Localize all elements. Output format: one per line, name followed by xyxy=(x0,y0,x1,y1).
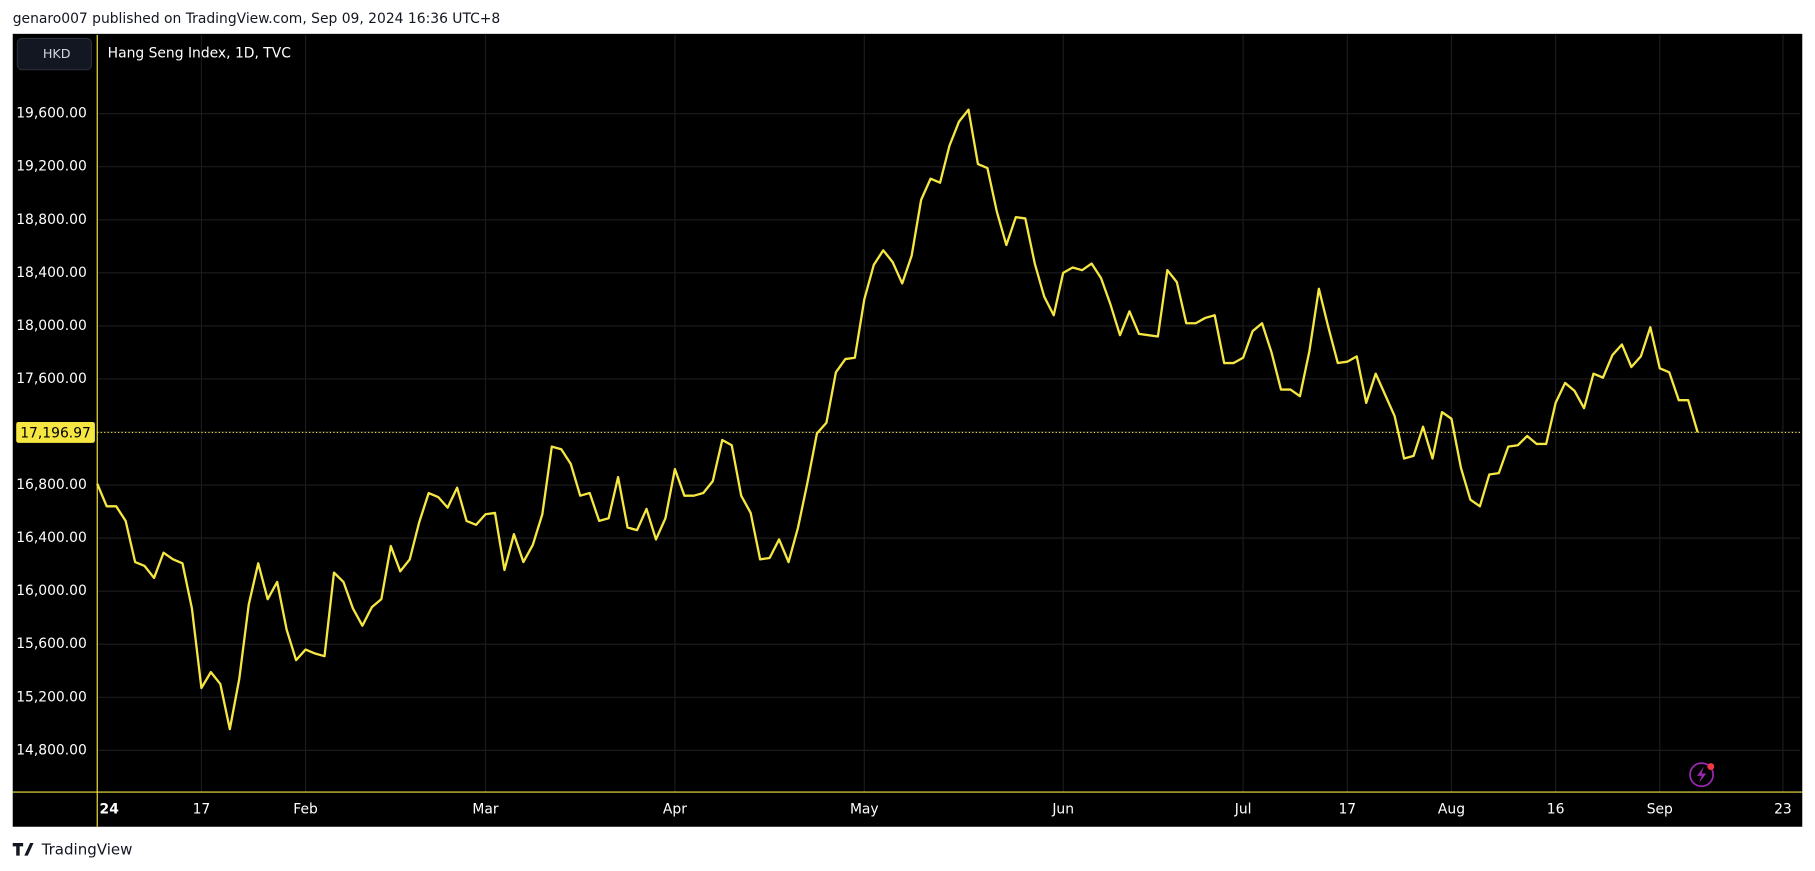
y-tick-label: 19,200.00 xyxy=(16,159,87,175)
chart-title: Hang Seng Index, 1D, TVC xyxy=(108,46,291,62)
last-price-badge xyxy=(16,421,95,443)
y-tick-label: 19,600.00 xyxy=(16,106,87,122)
x-tick-label: Aug xyxy=(1438,801,1465,817)
x-tick-label: May xyxy=(850,801,879,817)
footer-brand: TradingView xyxy=(41,840,133,858)
last-price-label: 17,196.97 xyxy=(20,426,91,442)
x-tick-label: Mar xyxy=(472,801,498,817)
y-tick-label: 15,600.00 xyxy=(16,636,87,652)
y-tick-label: 18,000.00 xyxy=(16,318,87,334)
y-tick-label: 16,000.00 xyxy=(16,583,87,599)
x-tick-label: Feb xyxy=(293,801,318,817)
y-tick-label: 18,800.00 xyxy=(16,212,87,228)
footer-logo xyxy=(12,842,34,856)
x-tick-label: Jun xyxy=(1051,801,1074,817)
currency-label: HKD xyxy=(43,47,71,62)
grid xyxy=(96,34,1800,793)
y-tick-label: 14,800.00 xyxy=(16,742,87,758)
x-tick-label: 23 xyxy=(1774,801,1792,817)
chart-background xyxy=(12,33,1803,827)
currency-button[interactable] xyxy=(16,37,93,71)
y-tick-label: 16,400.00 xyxy=(16,530,87,546)
publish-header: genaro007 published on TradingView.com, … xyxy=(13,11,501,27)
x-tick-label: 17 xyxy=(1338,801,1356,817)
x-tick-label: 24 xyxy=(100,801,120,817)
x-tick-label: Sep xyxy=(1647,801,1673,817)
x-tick-label: 16 xyxy=(1547,801,1565,817)
x-tick-label: 17 xyxy=(193,801,211,817)
y-tick-label: 16,800.00 xyxy=(16,477,87,493)
price-line xyxy=(96,108,1699,731)
x-tick-label: Apr xyxy=(663,801,687,817)
y-tick-label: 18,400.00 xyxy=(16,265,87,281)
logo-badge xyxy=(1689,762,1715,788)
y-tick-label: 15,200.00 xyxy=(16,689,87,705)
y-tick-label: 17,600.00 xyxy=(16,371,87,387)
x-tick-label: Jul xyxy=(1234,801,1252,817)
